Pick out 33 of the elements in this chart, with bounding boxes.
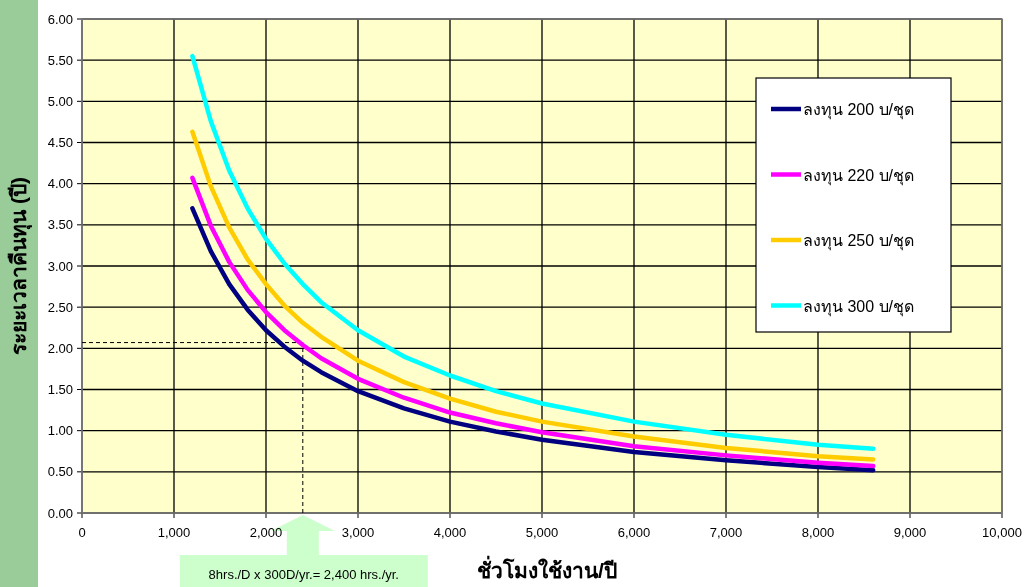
x-tick-label: 1,000	[157, 525, 191, 540]
x-tick-label: 7,000	[709, 525, 743, 540]
y-tick-label: 2.50	[47, 299, 73, 315]
y-tick-label: 3.00	[47, 258, 73, 274]
line-series	[190, 53, 876, 452]
x-tick-label: 10,000	[982, 525, 1022, 540]
x-axis-title: ชั่วโมงใช้งาน/ปี	[477, 555, 617, 582]
line-series	[190, 129, 876, 462]
y-tick-label: 3.50	[47, 217, 73, 233]
legend-label: ลงทุน 200 บ/ชุด	[803, 101, 915, 120]
y-tick-label: 6.00	[47, 11, 73, 27]
y-axis-title: ระยะเวลาคืนทุน (ปี)	[7, 177, 33, 355]
x-tick-label: 0	[78, 525, 86, 540]
y-tick-label: 0.00	[47, 505, 73, 521]
legend-label: ลงทุน 250 บ/ชุด	[803, 232, 915, 251]
x-tick-label: 6,000	[617, 525, 651, 540]
x-tick-label: 4,000	[433, 525, 467, 540]
y-tick-label: 4.00	[47, 176, 73, 192]
y-tick-label: 5.00	[47, 93, 73, 109]
y-tick-label: 1.50	[47, 382, 73, 397]
x-tick-label: 2,000	[249, 525, 283, 540]
y-tick-label: 2.00	[47, 340, 73, 356]
x-tick-label: 8,000	[801, 525, 835, 540]
y-tick-label: 5.50	[47, 52, 73, 68]
x-tick-label: 9,000	[893, 525, 927, 540]
y-tick-label: 0.50	[47, 464, 73, 480]
y-tick-label: 4.50	[47, 135, 73, 150]
x-tick-label: 5,000	[525, 525, 559, 540]
x-tick-label: 3,000	[341, 525, 375, 540]
legend-label: ลงทุน 220 บ/ชุด	[803, 166, 915, 186]
text: 8hrs./D x 300D/yr.= 2,400 hrs./yr.	[208, 567, 399, 582]
legend-label: ลงทุน 300 บ/ชุด	[803, 297, 915, 317]
y-tick-label: 1.00	[47, 423, 73, 439]
